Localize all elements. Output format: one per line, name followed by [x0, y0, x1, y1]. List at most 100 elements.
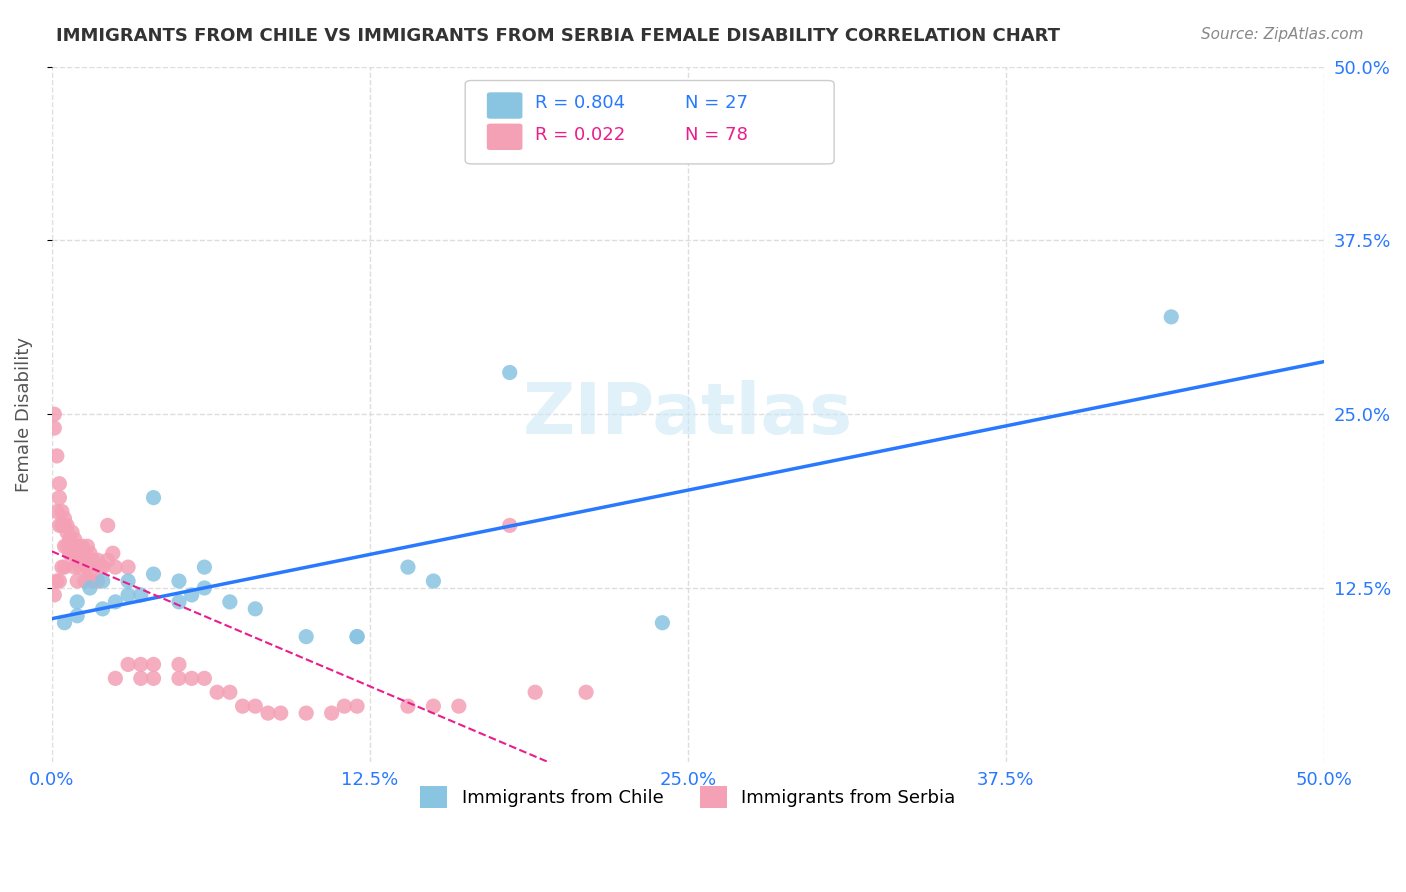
Point	[396, 560, 419, 574]
Point	[91, 602, 114, 616]
Point	[86, 574, 108, 588]
Point	[270, 706, 292, 720]
Point	[193, 671, 215, 685]
Point	[51, 518, 73, 533]
Point	[524, 685, 547, 699]
Point	[56, 518, 79, 533]
Point	[321, 706, 343, 720]
Point	[45, 504, 67, 518]
Point	[58, 533, 80, 547]
Point	[651, 615, 673, 630]
Point	[51, 504, 73, 518]
Point	[48, 574, 70, 588]
Point	[167, 671, 190, 685]
Point	[104, 671, 127, 685]
Point	[66, 608, 89, 623]
Point	[167, 657, 190, 672]
Point	[422, 699, 444, 714]
Point	[76, 560, 98, 574]
Point	[66, 539, 89, 553]
Point	[396, 699, 419, 714]
Point	[53, 518, 76, 533]
Point	[245, 699, 267, 714]
Point	[232, 699, 254, 714]
Point	[66, 553, 89, 567]
Point	[76, 539, 98, 553]
Point	[129, 657, 152, 672]
Point	[295, 630, 318, 644]
Point	[44, 421, 66, 435]
Point	[129, 588, 152, 602]
Point	[72, 539, 94, 553]
Point	[142, 491, 165, 505]
Point	[66, 546, 89, 560]
Point	[44, 407, 66, 421]
Point	[60, 546, 83, 560]
Text: R = 0.022: R = 0.022	[536, 126, 626, 144]
Point	[53, 615, 76, 630]
Text: Source: ZipAtlas.com: Source: ZipAtlas.com	[1201, 27, 1364, 42]
Point	[89, 560, 111, 574]
Point	[1160, 310, 1182, 324]
Point	[73, 546, 96, 560]
Point	[86, 553, 108, 567]
Point	[346, 630, 368, 644]
Point	[72, 553, 94, 567]
Point	[245, 602, 267, 616]
Point	[295, 706, 318, 720]
Point	[218, 595, 240, 609]
Point	[180, 671, 202, 685]
Text: N = 27: N = 27	[685, 95, 748, 112]
Point	[79, 546, 101, 560]
Point	[142, 657, 165, 672]
Point	[58, 546, 80, 560]
Point	[422, 574, 444, 588]
Point	[66, 595, 89, 609]
Point	[63, 560, 86, 574]
Point	[82, 553, 104, 567]
Text: R = 0.804: R = 0.804	[536, 95, 626, 112]
Point	[167, 574, 190, 588]
Text: ZIPatlas: ZIPatlas	[523, 380, 853, 449]
Point	[97, 518, 120, 533]
Point	[44, 588, 66, 602]
Point	[499, 366, 522, 380]
Point	[56, 539, 79, 553]
Point	[447, 699, 470, 714]
Point	[53, 511, 76, 525]
Point	[97, 553, 120, 567]
Point	[53, 560, 76, 574]
Point	[117, 574, 139, 588]
Point	[167, 595, 190, 609]
Point	[117, 588, 139, 602]
Point	[53, 539, 76, 553]
Point	[142, 567, 165, 582]
Point	[63, 539, 86, 553]
Point	[117, 657, 139, 672]
Point	[333, 699, 356, 714]
Point	[45, 574, 67, 588]
Point	[91, 560, 114, 574]
Point	[193, 560, 215, 574]
Point	[69, 560, 91, 574]
Point	[79, 581, 101, 595]
FancyBboxPatch shape	[486, 124, 523, 150]
Point	[257, 706, 280, 720]
Point	[56, 525, 79, 540]
Point	[48, 518, 70, 533]
FancyBboxPatch shape	[465, 80, 834, 164]
Point	[60, 525, 83, 540]
Point	[346, 630, 368, 644]
FancyBboxPatch shape	[486, 92, 523, 119]
Point	[101, 546, 124, 560]
Point	[63, 533, 86, 547]
Point	[51, 560, 73, 574]
Point	[48, 476, 70, 491]
Point	[45, 449, 67, 463]
Point	[73, 574, 96, 588]
Point	[104, 560, 127, 574]
Point	[193, 581, 215, 595]
Point	[142, 671, 165, 685]
Text: IMMIGRANTS FROM CHILE VS IMMIGRANTS FROM SERBIA FEMALE DISABILITY CORRELATION CH: IMMIGRANTS FROM CHILE VS IMMIGRANTS FROM…	[56, 27, 1060, 45]
Point	[48, 491, 70, 505]
